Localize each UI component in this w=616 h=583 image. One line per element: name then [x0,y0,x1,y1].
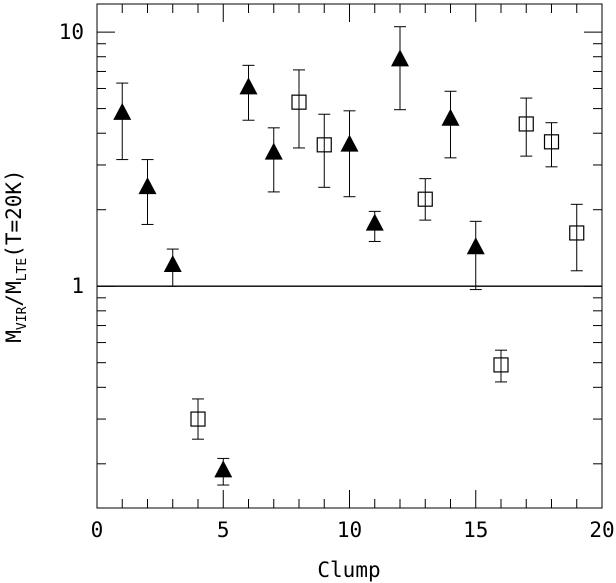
triangle-point [214,460,233,478]
square-point [543,134,560,150]
triangle-point [466,237,485,255]
square-point [569,225,585,241]
y-axis-title: MVIR/MLTE(T=20K) [2,169,30,342]
square-point [417,191,433,207]
data-points [113,26,585,486]
triangle-point [163,254,182,272]
y-title-subscript: LTE [15,258,30,281]
y-title-subscript: VIR [15,306,30,330]
x-axis-ticks [96,4,603,508]
y-title-text: (T=20K) [2,169,26,258]
x-tick-label: 5 [217,518,230,542]
y-tick-label: 1 [71,274,84,298]
y-title-text: M [2,330,26,343]
square-point [190,411,206,427]
y-axis-ticks [97,31,602,465]
triangle-point [391,49,409,67]
triangle-point [239,77,258,95]
triangle-point [340,134,359,152]
square-point [316,137,332,153]
x-tick-label: 20 [589,518,614,542]
x-tick-label: 15 [463,518,488,542]
x-tick-label: 0 [91,518,104,542]
square-point [291,94,307,110]
triangle-point [365,213,384,231]
x-axis-title: Clump [317,558,380,582]
y-tick-labels: 1 10 [59,20,84,298]
x-tick-label: 10 [337,518,362,542]
triangle-point [113,102,132,120]
y-tick-label: 10 [59,20,84,44]
square-point [493,357,509,373]
triangle-point [441,108,460,126]
triangle-point [264,142,283,160]
square-point [518,116,534,132]
x-tick-labels: 0 5 10 15 20 [91,518,615,542]
triangle-point [138,177,157,195]
y-title-text: /M [2,281,26,306]
